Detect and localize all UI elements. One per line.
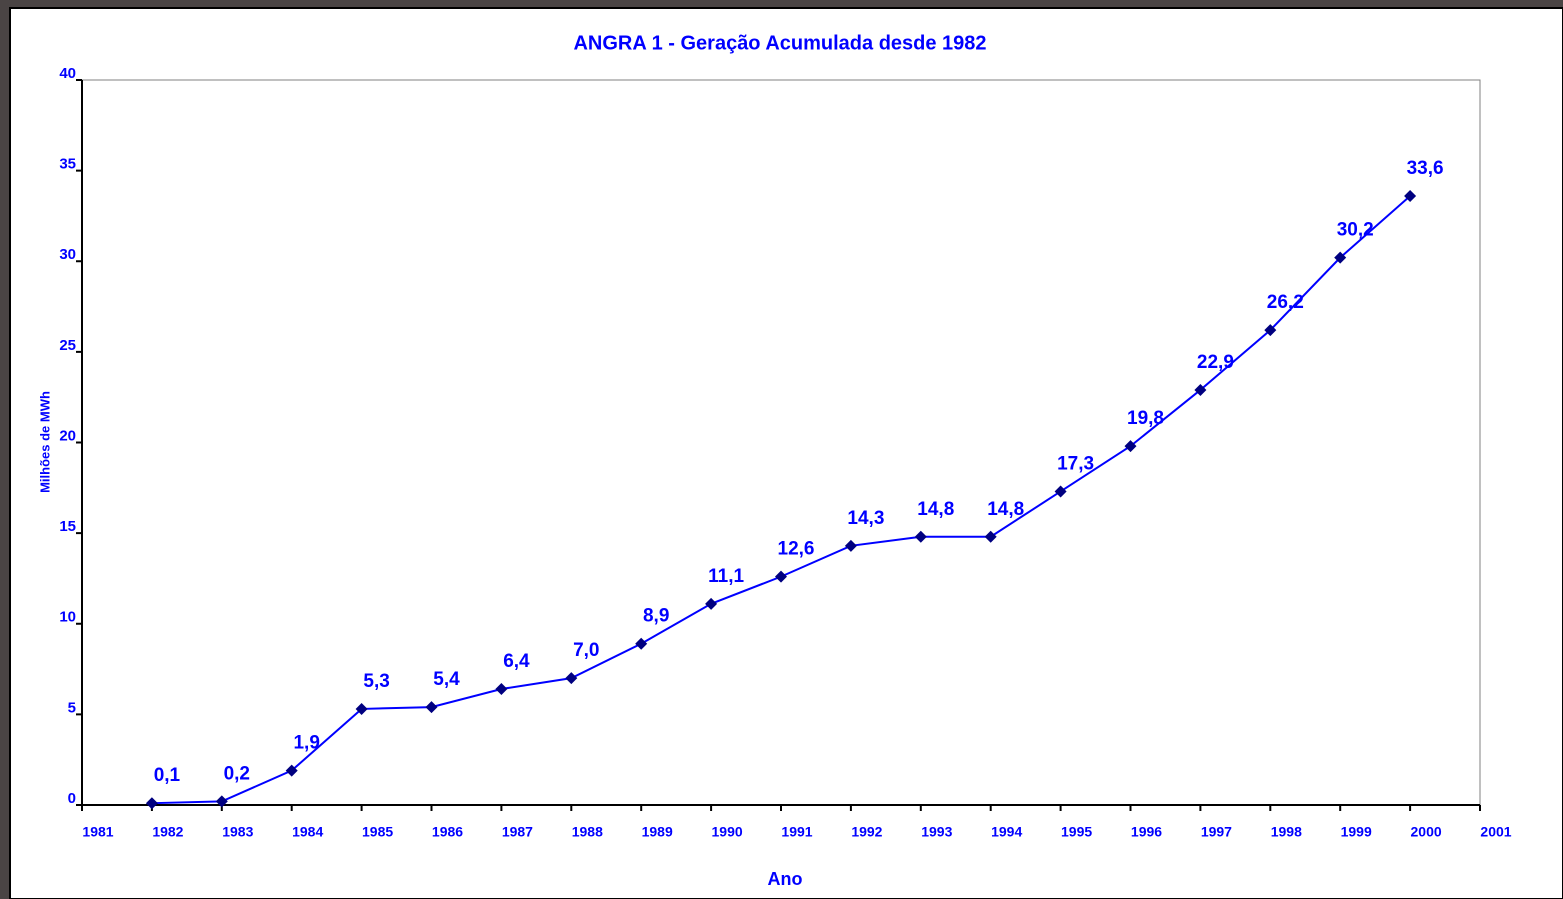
marker (844, 539, 857, 552)
data-label: 0,2 (224, 763, 250, 784)
marker (495, 683, 508, 695)
y-tick-label: 30 (59, 246, 76, 263)
data-label: 14,3 (847, 508, 884, 529)
data-label: 5,3 (363, 671, 389, 692)
data-label: 26,2 (1267, 292, 1304, 313)
y-tick-label: 35 (59, 156, 76, 173)
x-tick-label: 1983 (222, 824, 253, 840)
x-tick-label: 1995 (1061, 824, 1092, 840)
y-axis-label: Milhões de MWh (37, 391, 52, 493)
x-tick-label: 1991 (781, 824, 812, 840)
x-tick-label: 1999 (1341, 824, 1372, 840)
marker (705, 597, 718, 610)
x-tick-label: 1990 (712, 824, 743, 840)
y-tick-label: 0 (68, 790, 76, 807)
marker (425, 701, 438, 714)
chart-area (9, 7, 1563, 899)
data-label: 12,6 (778, 539, 815, 560)
data-label: 1,9 (293, 733, 319, 754)
data-label: 17,3 (1057, 453, 1094, 474)
data-label: 0,1 (154, 765, 181, 786)
marker (775, 570, 787, 583)
y-tick-label: 15 (59, 518, 76, 535)
x-tick-label: 1996 (1131, 824, 1162, 840)
x-tick-label: 1987 (502, 824, 533, 840)
x-tick-label: 1989 (642, 824, 673, 840)
marker (285, 764, 298, 777)
y-tick-label: 10 (59, 609, 76, 626)
marker (145, 797, 158, 810)
data-label: 6,4 (503, 651, 530, 672)
x-tick-label: 1982 (152, 824, 183, 840)
data-label: 33,6 (1407, 158, 1444, 179)
y-tick-label: 20 (59, 427, 76, 444)
marker (1194, 383, 1207, 396)
marker (215, 795, 228, 808)
x-tick-label: 1992 (851, 824, 882, 840)
marker (1054, 485, 1067, 498)
data-label: 8,9 (643, 606, 669, 627)
data-label: 22,9 (1197, 352, 1234, 373)
y-tick-label: 5 (68, 699, 76, 716)
x-tick-label: 1994 (991, 824, 1022, 840)
data-label: 14,8 (917, 499, 954, 520)
x-tick-label: 1984 (292, 824, 323, 840)
x-axis-label: Ano (768, 869, 803, 889)
data-label: 19,8 (1127, 408, 1164, 429)
x-tick-label: 1993 (921, 824, 952, 840)
x-tick-label: 1986 (432, 824, 463, 840)
x-tick-label: 1988 (572, 824, 603, 840)
y-tick-label: 25 (59, 337, 76, 354)
x-tick-label: 2000 (1411, 824, 1442, 840)
marker (1404, 190, 1417, 202)
x-tick-label: 1981 (82, 824, 113, 840)
chart-title: ANGRA 1 - Geração Acumulada desde 1982 (573, 32, 986, 54)
x-tick-label: 1985 (362, 824, 393, 840)
data-label: 5,4 (433, 669, 460, 690)
marker (565, 672, 578, 685)
x-tick-label: 2001 (1480, 824, 1511, 840)
data-label: 11,1 (708, 566, 744, 587)
marker (355, 702, 368, 715)
x-tick-label: 1997 (1201, 824, 1232, 840)
marker (1124, 440, 1137, 453)
marker (635, 637, 648, 650)
data-label: 14,8 (987, 499, 1024, 520)
marker (1264, 324, 1277, 337)
marker (1334, 251, 1347, 264)
marker (914, 530, 927, 543)
x-tick-label: 1998 (1271, 824, 1302, 840)
y-tick-label: 40 (59, 65, 76, 82)
data-label: 30,2 (1337, 220, 1374, 241)
marker (984, 530, 997, 543)
data-label: 7,0 (573, 640, 599, 661)
